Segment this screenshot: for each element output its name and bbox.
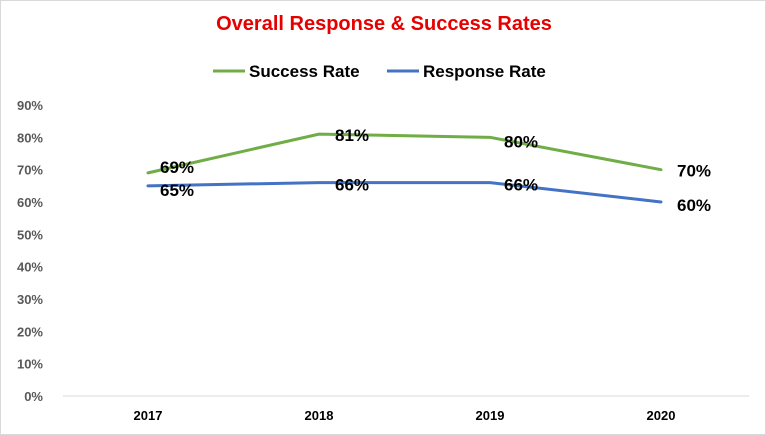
data-label-response-rate: 66% bbox=[504, 176, 538, 195]
data-label-success-rate: 81% bbox=[335, 126, 369, 145]
data-label-response-rate: 65% bbox=[160, 181, 194, 200]
y-tick-label: 80% bbox=[17, 130, 43, 145]
y-tick-label: 40% bbox=[17, 260, 43, 275]
y-tick-label: 90% bbox=[17, 98, 43, 113]
legend: Success Rate Response Rate bbox=[213, 62, 546, 81]
y-tick-label: 10% bbox=[17, 357, 43, 372]
x-tick-label: 2019 bbox=[476, 408, 505, 423]
series-line-response-rate bbox=[146, 181, 663, 204]
x-tick-label: 2018 bbox=[305, 408, 334, 423]
y-tick-label: 60% bbox=[17, 195, 43, 210]
y-tick-label: 70% bbox=[17, 163, 43, 178]
data-label-success-rate: 70% bbox=[677, 162, 711, 181]
data-label-response-rate: 60% bbox=[677, 196, 711, 215]
chart-title: Overall Response & Success Rates bbox=[216, 13, 552, 35]
data-label-response-rate: 66% bbox=[335, 176, 369, 195]
series-group bbox=[146, 132, 663, 204]
data-label-success-rate: 69% bbox=[160, 158, 194, 177]
x-tick-label: 2020 bbox=[647, 408, 676, 423]
data-labels: 69% 81% 80% 70% 65% 66% 66% 60% bbox=[160, 126, 711, 215]
legend-label-success-rate: Success Rate bbox=[249, 62, 360, 81]
y-tick-label: 20% bbox=[17, 324, 43, 339]
y-tick-label: 50% bbox=[17, 227, 43, 242]
legend-label-response-rate: Response Rate bbox=[423, 62, 546, 81]
x-axis: 2017 2018 2019 2020 bbox=[63, 395, 749, 423]
y-tick-label: 0% bbox=[24, 389, 43, 404]
series-line-success-rate bbox=[146, 132, 663, 175]
y-tick-label: 30% bbox=[17, 292, 43, 307]
x-tick-label: 2017 bbox=[134, 408, 163, 423]
data-label-success-rate: 80% bbox=[504, 132, 538, 151]
y-axis: 0% 10% 20% 30% 40% 50% 60% 70% 80% 90% bbox=[17, 98, 43, 404]
